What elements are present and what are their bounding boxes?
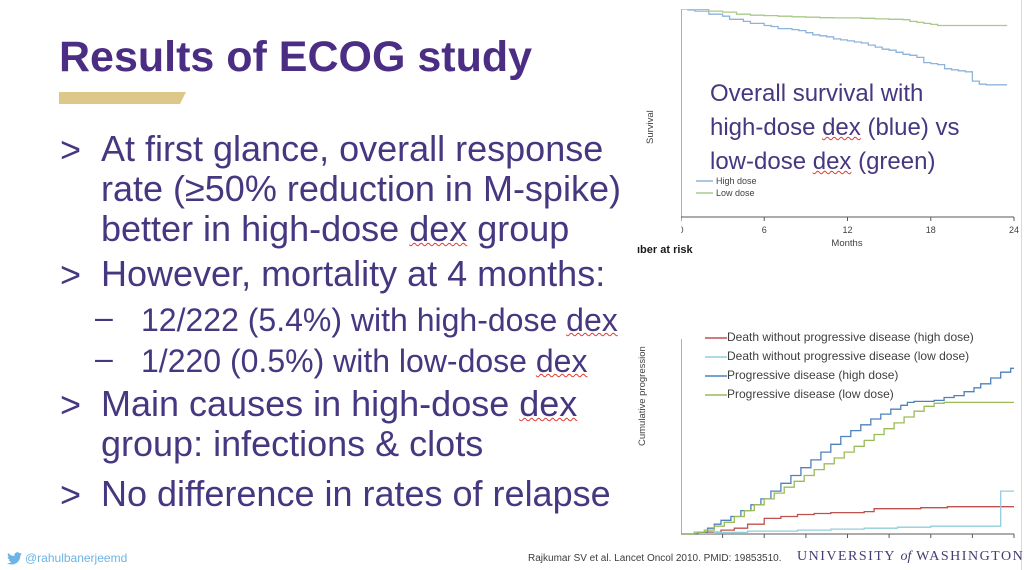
svg-text:24: 24: [1009, 225, 1019, 235]
svg-text:Low dose: Low dose: [716, 188, 755, 198]
svg-text:18: 18: [926, 225, 936, 235]
svg-text:12: 12: [842, 225, 852, 235]
svg-text:6: 6: [762, 225, 767, 235]
svg-text:0: 0: [681, 225, 684, 235]
svg-text:Months: Months: [831, 238, 862, 249]
